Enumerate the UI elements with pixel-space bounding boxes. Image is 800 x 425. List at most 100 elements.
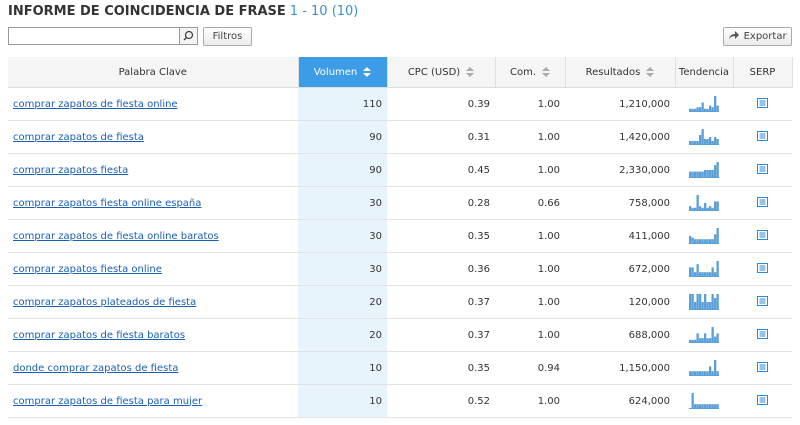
trend-bar <box>709 205 712 211</box>
table-row: comprar zapatos de fiesta baratos 20 0.37 1… <box>8 318 792 352</box>
trend-bar <box>691 392 694 409</box>
trend-bar <box>709 169 712 178</box>
keyword-link[interactable]: comprar zapatos fiesta <box>13 164 129 176</box>
filters-button[interactable]: Filtros <box>203 27 252 46</box>
table-row: comprar zapatos fiesta online 30 0.36 1.00 6… <box>8 252 792 286</box>
keyword-link[interactable]: comprar zapatos de fiesta baratos <box>13 329 186 341</box>
trend-bar <box>716 161 719 178</box>
trend-bar <box>704 403 707 409</box>
trend-bar <box>696 194 699 211</box>
keyword-link[interactable]: comprar zapatos de fiesta online baratos <box>13 230 219 242</box>
serp-icon[interactable] <box>757 163 768 174</box>
trend-bar <box>694 339 697 343</box>
column-label: Com. <box>509 66 537 78</box>
trend-bar <box>694 238 697 244</box>
trend-bar <box>714 297 717 310</box>
trend-sparkline <box>689 194 719 211</box>
title-text: INFORME DE COINCIDENCIA DE FRASE <box>8 4 286 19</box>
trend-cell <box>675 351 733 385</box>
sort-icon <box>363 66 372 77</box>
trend-sparkline <box>689 326 719 343</box>
results-cell: 2,330,000 <box>565 153 675 187</box>
cpc-cell: 0.37 <box>387 285 495 319</box>
trend-bar <box>711 140 714 145</box>
serp-icon[interactable] <box>757 196 768 207</box>
trend-bar <box>704 202 707 211</box>
column-header[interactable]: Com. <box>495 57 566 88</box>
cpc-cell: 0.37 <box>387 318 495 352</box>
trend-bar <box>711 370 714 376</box>
serp-icon[interactable] <box>757 262 768 273</box>
trend-sparkline <box>689 359 719 376</box>
results-cell: 624,000 <box>565 384 675 418</box>
trend-bar <box>691 266 694 277</box>
trend-bar <box>701 238 704 244</box>
trend-bar <box>694 403 697 409</box>
sort-down <box>363 72 372 77</box>
keyword-link[interactable]: comprar zapatos fiesta online españa <box>13 197 202 209</box>
trend-bar <box>714 200 717 211</box>
keyword-link[interactable]: comprar zapatos fiesta online <box>13 263 162 275</box>
search-input[interactable] <box>8 27 180 45</box>
trend-bar <box>706 138 709 145</box>
trend-bar <box>714 95 717 112</box>
export-button[interactable]: Exportar <box>723 27 792 46</box>
trend-bar <box>699 293 702 310</box>
keyword-link[interactable]: donde comprar zapatos de fiesta <box>13 362 179 374</box>
trend-bar <box>714 271 717 277</box>
serp-cell <box>733 351 792 385</box>
trend-bar <box>689 205 692 211</box>
keyword-link[interactable]: comprar zapatos de fiesta para mujer <box>13 395 203 407</box>
serp-cell <box>733 87 792 121</box>
trend-bar <box>714 233 717 244</box>
trend-bar <box>714 359 717 376</box>
serp-cell <box>733 252 792 286</box>
trend-bar <box>706 169 709 178</box>
serp-icon[interactable] <box>757 361 768 372</box>
com-cell: 1.00 <box>495 120 565 154</box>
keyword-cell: comprar zapatos de fiesta para mujer <box>8 384 298 418</box>
results-cell: 672,000 <box>565 252 675 286</box>
trend-bar <box>696 238 699 244</box>
volume-cell: 30 <box>298 186 387 220</box>
trend-bar <box>694 171 697 178</box>
serp-icon[interactable] <box>757 394 768 405</box>
volume-cell: 10 <box>298 351 387 385</box>
trend-bar <box>706 238 709 244</box>
trend-bar <box>706 370 709 376</box>
trend-bar <box>691 171 694 178</box>
trend-bar <box>706 271 709 277</box>
trend-bar <box>689 235 692 244</box>
column-header[interactable]: Resultados <box>565 57 676 88</box>
serp-icon[interactable] <box>757 130 768 141</box>
search-button[interactable] <box>179 27 198 45</box>
trend-bar <box>716 332 719 343</box>
trend-bar <box>689 108 692 112</box>
column-header[interactable]: Volumen <box>298 57 388 88</box>
sort-icon <box>646 66 655 77</box>
column-label: Resultados <box>585 66 641 78</box>
trend-bar <box>709 271 712 277</box>
trend-bar <box>701 128 704 145</box>
keyword-link[interactable]: comprar zapatos de fiesta <box>13 131 144 143</box>
results-cell: 120,000 <box>565 285 675 319</box>
column-header[interactable]: CPC (USD) <box>387 57 496 88</box>
serp-icon[interactable] <box>757 229 768 240</box>
column-label: CPC (USD) <box>407 66 461 78</box>
volume-cell: 110 <box>298 87 387 121</box>
trend-sparkline <box>689 227 719 244</box>
serp-icon[interactable] <box>757 295 768 306</box>
trend-bar <box>704 169 707 178</box>
trend-bar <box>689 140 692 145</box>
trend-bar <box>709 301 712 310</box>
trend-cell <box>675 219 733 253</box>
column-label: Tendencia <box>678 66 730 78</box>
trend-bar <box>711 293 714 310</box>
sort-up <box>542 66 551 71</box>
trend-bar <box>706 337 709 343</box>
serp-icon[interactable] <box>757 328 768 339</box>
serp-icon[interactable] <box>757 97 768 108</box>
keyword-link[interactable]: comprar zapatos plateados de fiesta <box>13 296 197 308</box>
column-label: SERP <box>749 66 776 78</box>
keyword-link[interactable]: comprar zapatos de fiesta online <box>13 98 178 110</box>
